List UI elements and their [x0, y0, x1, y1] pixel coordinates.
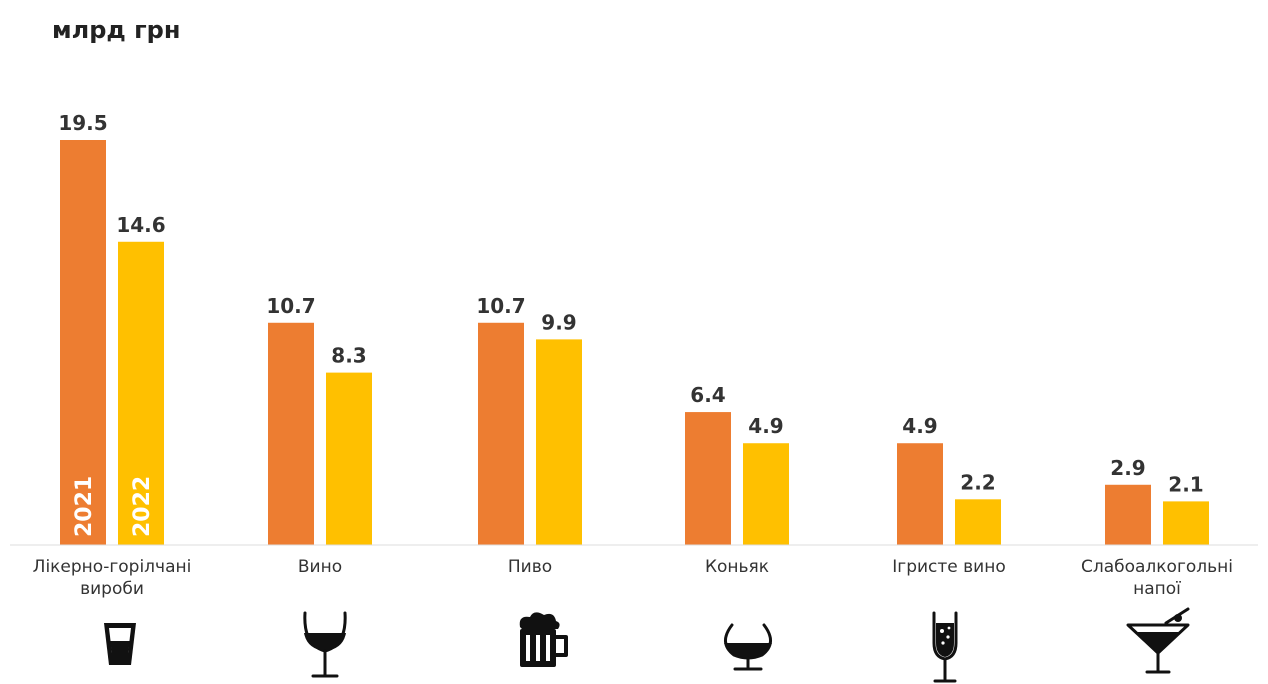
- category-label-5-line-1: напої: [1133, 579, 1181, 599]
- bar-2021-3: [685, 412, 731, 545]
- category-label-0-line-1: вироби: [80, 579, 144, 599]
- value-label-2021-0: 19.5: [58, 111, 107, 135]
- value-label-2022-4: 2.2: [960, 470, 995, 494]
- shot-glass-icon: [104, 623, 136, 665]
- bar-2022-2: [536, 339, 582, 545]
- bar-2022-0: [118, 241, 164, 545]
- category-label-2-line-0: Пиво: [508, 557, 552, 577]
- bar-2021-2: [478, 322, 524, 545]
- value-label-2021-3: 6.4: [690, 383, 725, 407]
- bars-group: 19.5 2021 14.6 2022 10.7 8.3 10.7 9.9 6.4 4.9 4.9 2…: [58, 111, 1209, 545]
- category-label-1-line-0: Вино: [298, 557, 342, 577]
- value-label-2021-2: 10.7: [476, 294, 525, 318]
- value-label-2022-5: 2.1: [1168, 472, 1203, 496]
- bar-2022-3: [743, 443, 789, 545]
- value-label-2021-4: 4.9: [902, 414, 937, 438]
- legend-year-2021: 2021: [72, 476, 97, 537]
- value-label-2022-0: 14.6: [116, 213, 165, 237]
- legend-year-2022: 2022: [130, 476, 155, 537]
- category-label-0-line-0: Лікерно-горілчані: [33, 557, 192, 577]
- cognac-glass-icon: [724, 623, 772, 671]
- category-label-5-line-0: Слабоалкогольні: [1081, 557, 1233, 577]
- value-label-2021-5: 2.9: [1110, 456, 1145, 480]
- bar-2022-5: [1163, 501, 1209, 545]
- value-label-2022-2: 9.9: [541, 310, 576, 334]
- bar-2022-4: [955, 499, 1001, 545]
- bar-2021-0: [60, 140, 106, 545]
- value-label-2021-1: 10.7: [266, 294, 315, 318]
- unit-label: млрд грн: [52, 16, 180, 44]
- cocktail-glass-icon: [1126, 607, 1190, 674]
- bar-2022-1: [326, 372, 372, 545]
- value-label-2022-1: 8.3: [331, 344, 366, 368]
- bar-2021-4: [897, 443, 943, 545]
- bar-2021-1: [268, 322, 314, 545]
- bar-2021-5: [1105, 484, 1151, 545]
- beer-mug-icon: [519, 612, 568, 667]
- category-label-3-line-0: Коньяк: [705, 557, 769, 577]
- wine-glass-icon: [303, 611, 347, 678]
- champagne-flute-icon: [932, 611, 958, 683]
- value-label-2022-3: 4.9: [748, 414, 783, 438]
- category-label-4-line-0: Ігристе вино: [892, 557, 1005, 577]
